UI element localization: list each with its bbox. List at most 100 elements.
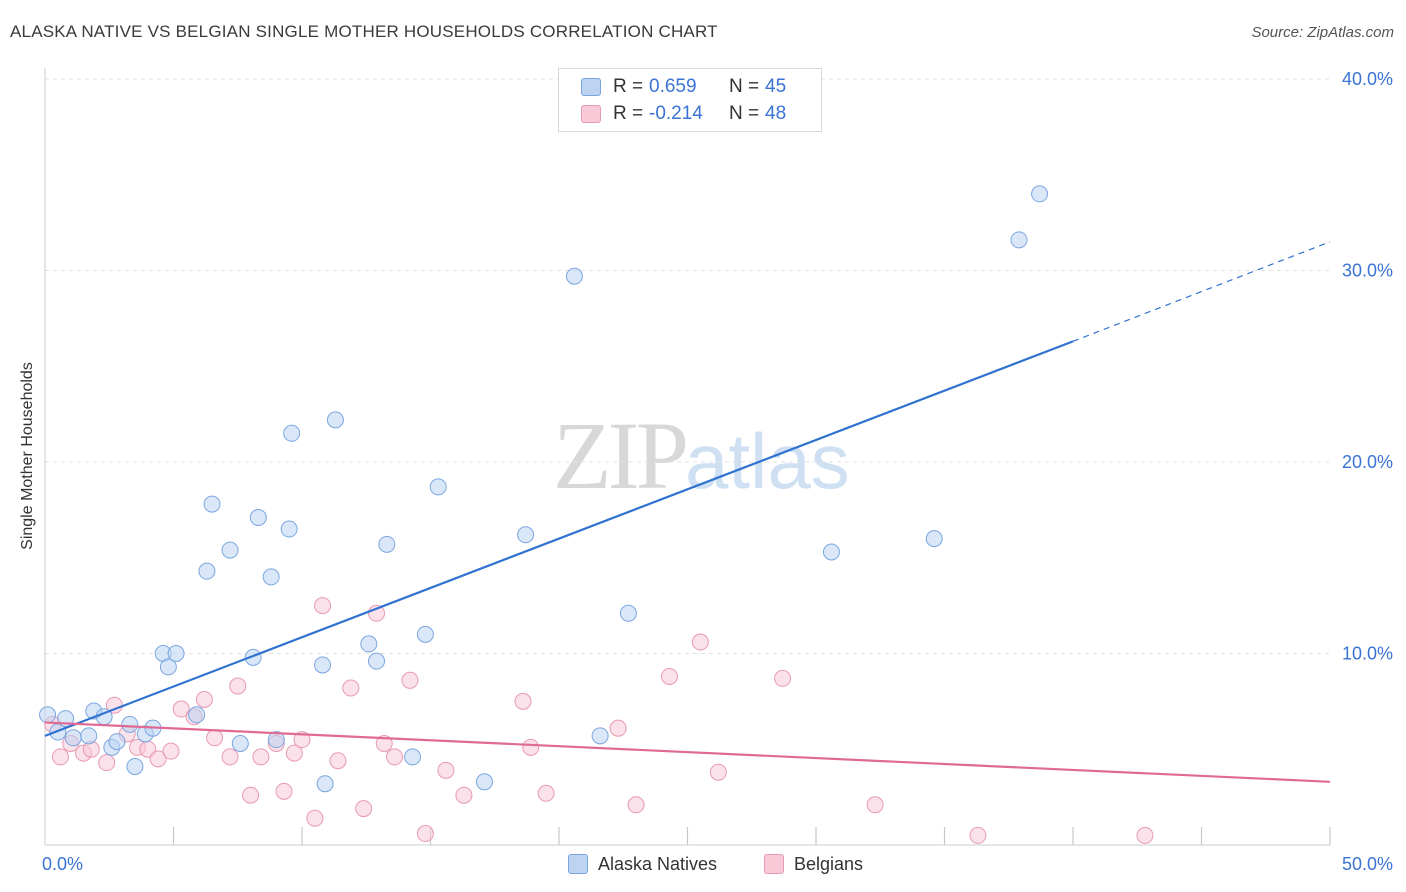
belgians-point — [329, 752, 347, 770]
alaska-natives-point — [517, 526, 535, 544]
belgians-point — [355, 800, 373, 818]
belgians-point — [437, 761, 455, 779]
belgians-point — [609, 719, 627, 737]
belgians-legend-label: Belgians — [794, 853, 864, 874]
alaska-natives-point — [925, 530, 943, 548]
belgians-point — [162, 742, 180, 760]
alaska-natives-point — [429, 478, 447, 496]
alaska-natives-point — [267, 731, 285, 749]
belgians-point — [691, 633, 709, 651]
alaska-natives-point — [108, 733, 126, 751]
belgians-point — [206, 729, 224, 747]
r-value: 0.659 — [649, 76, 697, 97]
alaska-natives-point — [280, 520, 298, 538]
y-tick-label: 20.0% — [1342, 452, 1393, 472]
belgians-point — [375, 735, 393, 753]
r-label: R = — [613, 76, 644, 97]
alaska-natives-trendline — [44, 340, 1074, 737]
x-tick-label: 50.0% — [1342, 854, 1393, 874]
stats-row-belgians: R = -0.214 N = 48 — [581, 103, 786, 125]
belgians-point — [416, 825, 434, 843]
stats-row-alaska-natives: R = 0.659 N = 45 — [581, 76, 786, 98]
alaska-natives-point — [159, 658, 177, 676]
alaska-natives-point — [64, 729, 82, 747]
belgians-point — [455, 786, 473, 804]
alaska-natives-point — [378, 535, 396, 553]
alaska-natives-point — [198, 562, 216, 580]
belgians-point — [275, 782, 293, 800]
alaska-natives-point — [314, 656, 332, 674]
belgians-point — [969, 826, 987, 844]
y-tick-label: 10.0% — [1342, 644, 1393, 664]
y-tick-label: 30.0% — [1342, 261, 1393, 281]
alaska-natives-point — [231, 735, 249, 753]
legend-item-alaska-natives: Alaska Natives — [568, 852, 717, 876]
belgians-point — [195, 690, 213, 708]
n-value: 45 — [765, 76, 787, 97]
belgians-point — [293, 731, 311, 749]
alaska-natives-point — [360, 635, 378, 653]
belgians-point — [627, 796, 645, 814]
r-value: -0.214 — [649, 103, 703, 124]
y-tick-label: 40.0% — [1342, 69, 1393, 89]
alaska-natives-point — [368, 652, 386, 670]
belgians-point — [522, 738, 540, 756]
belgians-point — [342, 679, 360, 697]
alaska-natives-point — [1031, 185, 1049, 203]
n-label: N = — [729, 76, 760, 97]
r-label: R = — [613, 103, 644, 124]
belgians-point — [774, 669, 792, 687]
belgians-point — [149, 750, 167, 768]
n-label: N = — [729, 103, 760, 124]
alaska-natives-point — [126, 757, 144, 775]
alaska-natives-point — [167, 645, 185, 662]
belgians-swatch — [581, 105, 601, 123]
alaska-natives-point — [326, 411, 344, 429]
belgians-point — [98, 754, 116, 772]
alaska-natives-point — [203, 495, 221, 513]
x-tick-label: 0.0% — [42, 854, 83, 874]
belgians-trendline — [44, 721, 1331, 783]
alaska-natives-swatch — [581, 78, 601, 96]
belgians-point — [172, 700, 190, 718]
alaska-natives-legend-swatch — [568, 854, 588, 874]
alaska-natives-point — [316, 775, 334, 793]
alaska-natives-point — [591, 727, 609, 745]
belgians-point — [229, 677, 247, 695]
alaska-natives-point — [283, 424, 301, 442]
stats-legend: R = 0.659 N = 45 R = -0.214 N = 48 — [558, 68, 822, 132]
belgians-point — [661, 667, 679, 685]
alaska-natives-point — [249, 509, 267, 527]
belgians-point — [252, 748, 270, 766]
alaska-natives-point — [80, 727, 98, 745]
alaska-natives-point — [404, 748, 422, 766]
alaska-natives-trendline-extension — [1072, 241, 1331, 342]
alaska-natives-legend-label: Alaska Natives — [598, 853, 718, 874]
belgians-point — [537, 784, 555, 802]
n-value: 48 — [765, 103, 787, 124]
belgians-point — [285, 744, 303, 762]
belgians-point — [314, 597, 332, 615]
belgians-legend-swatch — [764, 854, 784, 874]
belgians-point — [242, 786, 260, 804]
alaska-natives-point — [619, 604, 637, 622]
belgians-point — [709, 763, 727, 781]
belgians-point — [306, 809, 324, 827]
belgians-point — [1136, 826, 1154, 844]
legend-item-belgians: Belgians — [764, 852, 863, 876]
belgians-point — [514, 692, 532, 710]
alaska-natives-point — [1010, 231, 1028, 249]
alaska-natives-point — [822, 543, 840, 561]
alaska-natives-point — [221, 541, 239, 559]
belgians-point — [386, 748, 404, 766]
alaska-natives-point — [188, 706, 206, 724]
belgians-point — [401, 671, 419, 689]
chart-title: ALASKA NATIVE VS BELGIAN SINGLE MOTHER H… — [10, 22, 718, 41]
alaska-natives-point — [121, 715, 139, 733]
source-label: Source: ZipAtlas.com — [1251, 24, 1394, 41]
alaska-natives-point — [475, 773, 493, 791]
alaska-natives-point — [565, 267, 583, 285]
belgians-point — [51, 748, 69, 766]
alaska-natives-point — [262, 568, 280, 586]
